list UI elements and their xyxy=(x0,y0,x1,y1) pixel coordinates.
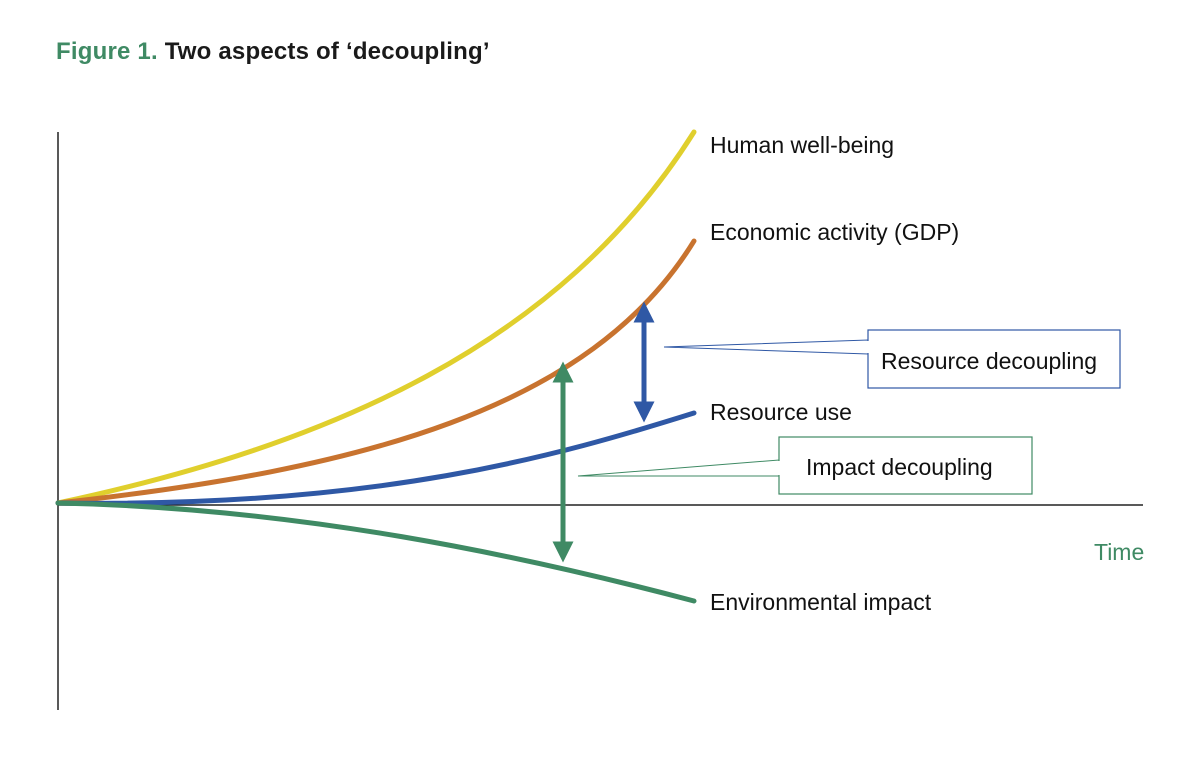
economic-activity-label: Economic activity (GDP) xyxy=(710,219,959,245)
figure-title: Figure 1. Two aspects of ‘decoupling’ xyxy=(56,38,490,66)
impact-decoupling-callout-pointer xyxy=(577,459,780,477)
environmental-impact-label: Environmental impact xyxy=(710,589,932,615)
figure-number: Figure 1. xyxy=(56,38,158,65)
economic-activity-curve xyxy=(55,238,697,506)
x-axis-label: Time xyxy=(1094,539,1144,565)
impact-decoupling-label: Impact decoupling xyxy=(806,454,993,480)
resource-decoupling-box xyxy=(867,329,1121,389)
resource-use-label: Resource use xyxy=(710,399,852,425)
impact-decoupling-box xyxy=(778,436,1033,495)
resource-use-curve xyxy=(55,410,697,506)
environmental-impact-curve xyxy=(55,500,697,604)
human-well-being-label: Human well-being xyxy=(710,132,894,158)
figure-title-text: Two aspects of ‘decoupling’ xyxy=(164,38,490,65)
resource-decoupling-callout-pointer xyxy=(663,339,869,355)
human-well-being-curve xyxy=(55,129,697,506)
resource-decoupling-label: Resource decoupling xyxy=(881,348,1097,374)
